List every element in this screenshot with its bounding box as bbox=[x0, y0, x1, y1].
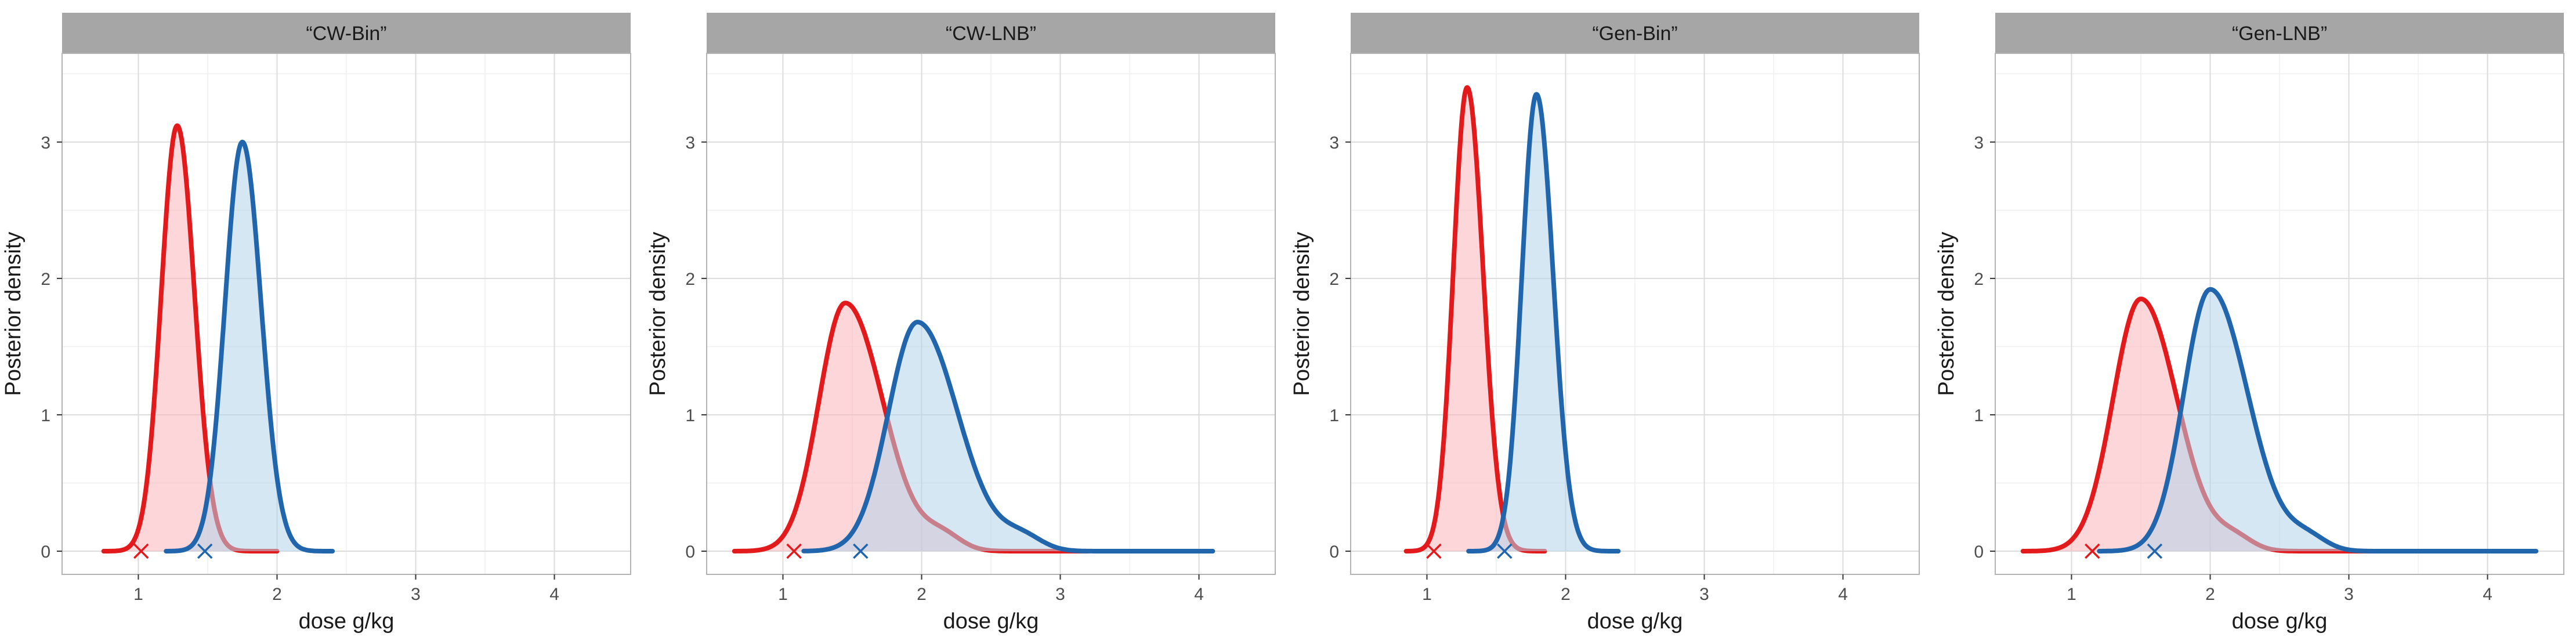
point-estimate-marker-blue bbox=[197, 543, 213, 559]
y-tick-label: 3 bbox=[41, 133, 50, 153]
y-tick-label: 2 bbox=[1974, 270, 1984, 289]
y-tick-label: 2 bbox=[685, 270, 695, 289]
x-tick-label: 4 bbox=[2483, 585, 2492, 604]
y-axis-title: Posterior density bbox=[646, 231, 670, 396]
x-axis-title: dose g/kg bbox=[2232, 609, 2328, 634]
density-area-blue bbox=[166, 142, 333, 552]
panel-border bbox=[61, 53, 631, 575]
x-tick-label: 1 bbox=[2067, 585, 2076, 604]
x-tick-label: 2 bbox=[2205, 585, 2215, 604]
y-tick-label: 0 bbox=[685, 542, 695, 562]
y-axis-title: Posterior density bbox=[1290, 231, 1314, 396]
y-axis-title: Posterior density bbox=[1, 231, 26, 396]
panel-3: “Gen-Bin” 1 2 3 4 0 1 2 3 dose g/kg Posterior dens… bbox=[1290, 13, 1920, 634]
x-tick-label: 4 bbox=[549, 585, 559, 604]
point-estimate-marker-blue bbox=[853, 543, 869, 559]
y-tick-label: 0 bbox=[41, 542, 50, 562]
panel-strip bbox=[1351, 13, 1919, 53]
y-tick-label: 1 bbox=[685, 406, 695, 425]
x-tick-label: 3 bbox=[1055, 585, 1065, 604]
panel-1: “CW-Bin” 1 2 3 4 0 1 2 3 dose g/kg Posterior densi… bbox=[1, 13, 631, 634]
panel-border bbox=[706, 53, 1276, 575]
panel-2: “CW-LNB” 1 2 3 4 0 1 2 3 dose g/kg Posterior densi… bbox=[646, 13, 1276, 634]
density-area-blue bbox=[804, 322, 1213, 551]
y-tick-label: 2 bbox=[1329, 270, 1339, 289]
density-curve-blue bbox=[2097, 287, 2539, 553]
x-tick-label: 1 bbox=[778, 585, 788, 604]
density-area-blue bbox=[2099, 289, 2537, 551]
y-axis-title: Posterior density bbox=[1934, 231, 1959, 396]
point-estimate-marker-red bbox=[786, 543, 802, 559]
density-curve-blue bbox=[164, 139, 335, 553]
y-tick-label: 1 bbox=[1329, 406, 1339, 425]
density-area-red bbox=[2023, 299, 2377, 551]
y-tick-label: 1 bbox=[1974, 406, 1984, 425]
x-tick-label: 3 bbox=[1699, 585, 1709, 604]
point-estimate-marker-red bbox=[133, 543, 149, 559]
x-tick-label: 1 bbox=[1422, 585, 1432, 604]
density-curve-blue bbox=[801, 320, 1215, 553]
x-tick-label: 4 bbox=[1194, 585, 1204, 604]
density-area-blue bbox=[1468, 94, 1619, 551]
panel-strip bbox=[62, 13, 631, 53]
x-tick-label: 3 bbox=[2344, 585, 2354, 604]
panel-title: “Gen-Bin” bbox=[1592, 23, 1677, 45]
point-estimate-marker-red bbox=[2085, 543, 2100, 559]
point-estimate-marker-red bbox=[1426, 543, 1442, 559]
panel-strip bbox=[707, 13, 1275, 53]
x-tick-label: 4 bbox=[1838, 585, 1848, 604]
y-tick-label: 0 bbox=[1974, 542, 1984, 562]
panel-4: “Gen-LNB” 1 2 3 4 0 1 2 3 dose g/kg Posterior dens… bbox=[1934, 13, 2564, 634]
y-tick-label: 2 bbox=[41, 270, 50, 289]
density-curve-blue bbox=[1466, 92, 1621, 553]
point-estimate-marker-blue bbox=[1497, 543, 1513, 559]
x-axis-title: dose g/kg bbox=[299, 609, 395, 634]
density-area-red bbox=[1406, 87, 1545, 551]
x-axis-title: dose g/kg bbox=[943, 609, 1039, 634]
density-area-red bbox=[734, 303, 1088, 551]
x-tick-label: 1 bbox=[133, 585, 143, 604]
x-tick-label: 2 bbox=[1561, 585, 1571, 604]
y-tick-label: 3 bbox=[685, 133, 695, 153]
x-tick-label: 2 bbox=[917, 585, 927, 604]
panel-title: “CW-Bin” bbox=[306, 23, 386, 45]
y-tick-label: 3 bbox=[1974, 133, 1984, 153]
panel-strip bbox=[1995, 13, 2564, 53]
point-estimate-marker-blue bbox=[2147, 543, 2163, 559]
panel-border bbox=[1350, 53, 1920, 575]
y-tick-label: 1 bbox=[41, 406, 50, 425]
panel-title: “Gen-LNB” bbox=[2232, 23, 2327, 45]
x-tick-label: 3 bbox=[411, 585, 421, 604]
panel-title: “CW-LNB” bbox=[946, 23, 1036, 45]
y-tick-label: 0 bbox=[1329, 542, 1339, 562]
density-area-red bbox=[103, 125, 277, 552]
x-axis-title: dose g/kg bbox=[1587, 609, 1683, 634]
panel-border bbox=[1995, 53, 2564, 575]
y-tick-label: 3 bbox=[1329, 133, 1339, 153]
x-tick-label: 2 bbox=[272, 585, 282, 604]
